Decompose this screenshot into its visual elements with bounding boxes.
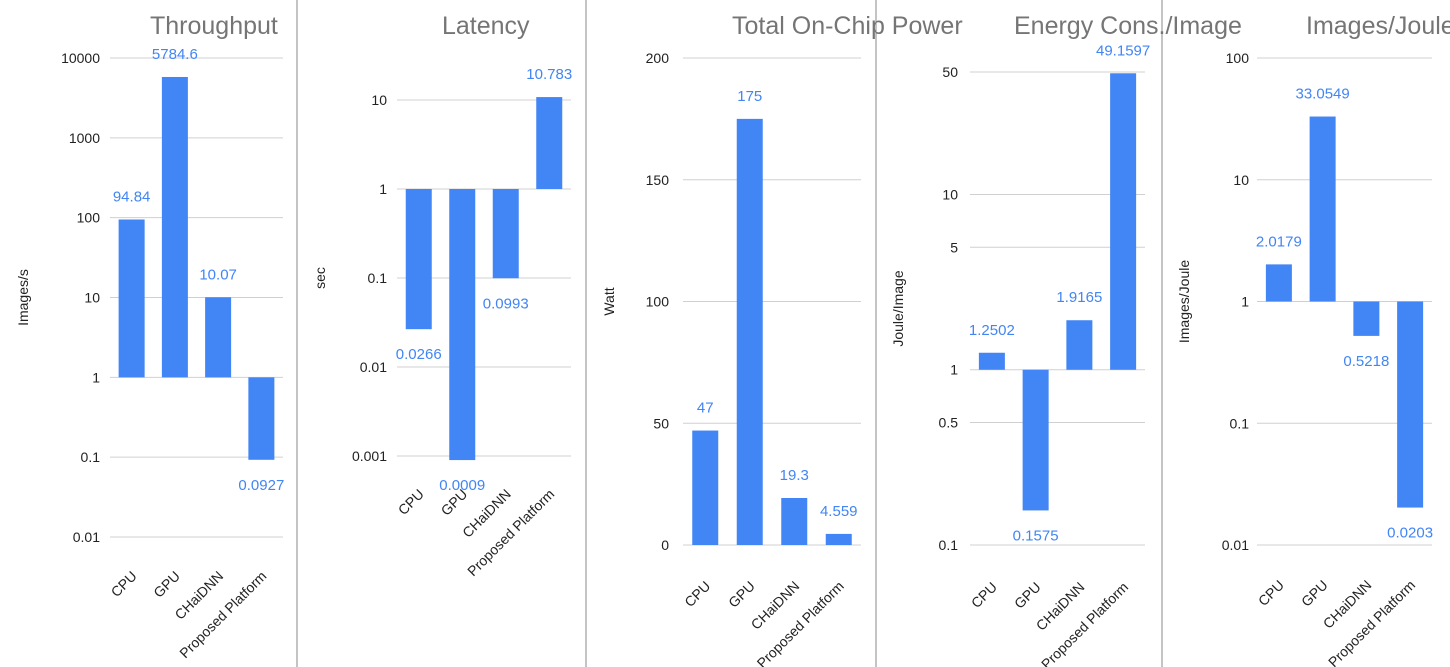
- data-label-cpu: 94.84: [113, 189, 151, 206]
- data-label-chaidnn: 1.9165: [1056, 289, 1102, 306]
- y-tick-label: 0.001: [352, 448, 387, 464]
- y-axis-label: Joule/Image: [890, 270, 906, 346]
- y-tick-label: 1: [950, 362, 958, 378]
- x-category-label-gpu: GPU: [725, 578, 758, 611]
- chart-title: Latency: [442, 12, 530, 40]
- bar-proposed-platform: [1110, 73, 1137, 370]
- y-tick-label: 5: [950, 239, 958, 255]
- data-label-cpu: 0.0266: [396, 346, 442, 363]
- bar-proposed-platform: [536, 97, 563, 189]
- bar-cpu: [118, 219, 145, 378]
- x-category-label-cpu: CPU: [968, 579, 1000, 611]
- data-label-gpu: 0.0009: [439, 477, 485, 494]
- y-tick-label: 10: [942, 186, 958, 202]
- y-tick-label: 100: [77, 210, 101, 226]
- data-label-proposed-platform: 49.1597: [1096, 42, 1150, 59]
- y-axis-label: Watt: [601, 287, 617, 315]
- y-tick-label: 0.5: [939, 415, 959, 431]
- data-label-proposed-platform: 4.559: [820, 503, 858, 520]
- x-category-label-gpu: GPU: [1298, 577, 1331, 610]
- data-label-proposed-platform: 0.0203: [1387, 525, 1433, 542]
- x-category-label-cpu: CPU: [108, 568, 140, 600]
- y-tick-label: 200: [646, 50, 670, 66]
- y-tick-label: 50: [653, 415, 669, 431]
- data-label-cpu: 1.2502: [969, 322, 1015, 339]
- x-category-label-cpu: CPU: [681, 578, 713, 610]
- bar-gpu: [1309, 116, 1336, 302]
- y-tick-label: 1: [379, 181, 387, 197]
- y-axis-label: sec: [312, 267, 328, 289]
- chart-title: Energy Cons./Image: [1014, 12, 1242, 40]
- data-label-chaidnn: 0.0993: [483, 295, 529, 312]
- data-label-gpu: 175: [737, 88, 762, 105]
- y-axis-label: Images/s: [15, 269, 31, 326]
- y-tick-label: 0.01: [1222, 537, 1249, 553]
- y-tick-label: 1: [1241, 294, 1249, 310]
- bar-gpu: [449, 189, 476, 461]
- bar-chaidnn: [1066, 320, 1093, 370]
- bar-chaidnn: [205, 297, 232, 378]
- data-label-cpu: 2.0179: [1256, 233, 1302, 250]
- y-tick-label: 0.1: [939, 537, 959, 553]
- y-axis-label: Images/Joule: [1176, 260, 1192, 343]
- chart-title: Total On-Chip Power: [732, 12, 963, 40]
- bar-proposed-platform: [1397, 301, 1424, 508]
- chart-title: Throughput: [150, 12, 278, 40]
- chart-title: Images/Joule: [1306, 12, 1450, 40]
- bar-cpu: [978, 352, 1005, 370]
- y-tick-label: 1000: [69, 130, 100, 146]
- x-category-label-gpu: GPU: [1011, 579, 1044, 612]
- y-tick-label: 0.01: [360, 359, 387, 375]
- y-tick-label: 0: [661, 537, 669, 553]
- y-tick-label: 1: [92, 369, 100, 385]
- y-tick-label: 10000: [61, 50, 100, 66]
- bar-cpu: [692, 430, 719, 545]
- chart-panel-throughput: Throughput 0.01 0.1 1 10 100 1000 10000 Images/s…: [15, 12, 284, 661]
- y-tick-label: 0.1: [368, 270, 388, 286]
- y-tick-label: 150: [646, 172, 670, 188]
- x-category-label-gpu: GPU: [150, 568, 183, 601]
- data-label-gpu: 0.1575: [1013, 527, 1059, 544]
- bar-cpu: [405, 189, 432, 330]
- y-tick-label: 100: [646, 294, 670, 310]
- bar-gpu: [161, 76, 188, 378]
- bar-gpu: [736, 118, 763, 545]
- chart-panel-images-joule: Images/Joule 0.01 0.1 1 10 100 Images/Joule 2.0…: [1176, 12, 1450, 667]
- y-tick-label: 0.01: [73, 529, 100, 545]
- bar-gpu: [1022, 369, 1049, 511]
- x-category-label-cpu: CPU: [395, 486, 427, 518]
- x-category-label-cpu: CPU: [1255, 577, 1287, 609]
- chart-panel-total-on-chip-power: Total On-Chip Power050100150200Watt47CPU…: [601, 12, 963, 667]
- y-tick-label: 10: [1233, 172, 1249, 188]
- data-label-proposed-platform: 10.783: [526, 66, 572, 83]
- bar-proposed-platform: [248, 377, 275, 460]
- bar-chaidnn: [781, 498, 808, 545]
- bar-chaidnn: [1353, 301, 1380, 336]
- data-label-chaidnn: 19.3: [780, 467, 809, 484]
- bar-chaidnn: [492, 189, 519, 279]
- y-tick-label: 50: [942, 64, 958, 80]
- data-label-cpu: 47: [697, 400, 714, 417]
- bar-cpu: [1265, 264, 1292, 302]
- data-label-chaidnn: 0.5218: [1343, 353, 1389, 370]
- bar-proposed-platform: [825, 533, 852, 545]
- y-tick-label: 100: [1226, 50, 1250, 66]
- data-label-proposed-platform: 0.0927: [238, 477, 284, 494]
- y-tick-label: 10: [371, 92, 387, 108]
- data-label-chaidnn: 10.07: [199, 266, 237, 283]
- y-tick-label: 0.1: [1230, 415, 1250, 431]
- y-tick-label: 10: [84, 290, 100, 306]
- y-tick-label: 0.1: [81, 449, 101, 465]
- data-label-gpu: 5784.6: [152, 46, 198, 63]
- data-label-gpu: 33.0549: [1296, 86, 1350, 103]
- chart-panel-latency: Latency 0.001 0.01 0.1 1 10 sec 0.0266 CPU 0.0009…: [312, 12, 572, 579]
